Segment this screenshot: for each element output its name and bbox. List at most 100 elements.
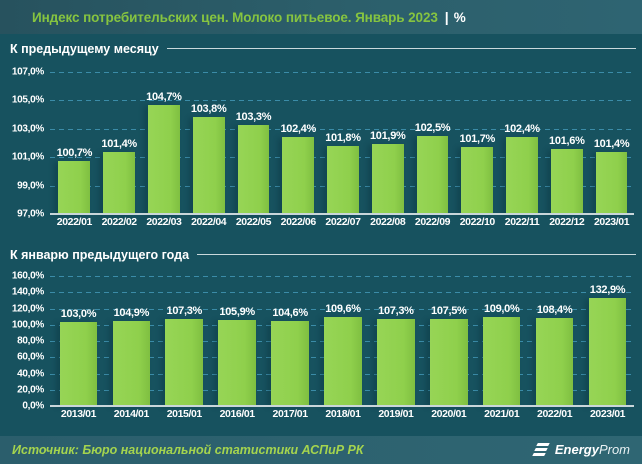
bar <box>430 318 468 406</box>
bar-slot: 101,6% <box>544 72 589 214</box>
bar-slot: 109,0% <box>475 276 528 406</box>
bar <box>59 322 98 406</box>
bar <box>165 318 204 406</box>
bar <box>377 318 415 406</box>
x-axis-tick-label: 2015/01 <box>166 408 203 420</box>
y-axis-tick-label: 105,0% <box>11 94 44 106</box>
title-unit: % <box>453 9 466 25</box>
x-axis-tick-label: 2017/01 <box>272 408 309 420</box>
energyprom-logo: EnergyProm <box>532 441 630 459</box>
bar <box>550 148 583 214</box>
bar-value-label: 101,4% <box>593 137 630 150</box>
bar-value-label: 100,7% <box>56 147 93 160</box>
bar <box>595 151 628 214</box>
x-axis-tick-label: 2023/01 <box>593 216 630 228</box>
bar-slot: 100,7% <box>52 72 97 214</box>
x-axis-tick-label: 2022/04 <box>191 216 227 228</box>
x-axis-tick-label: 2018/01 <box>325 408 361 420</box>
bar-slot: 101,9% <box>365 72 410 214</box>
x-axis-tick-label: 2022/02 <box>101 216 138 228</box>
bar <box>192 117 225 214</box>
y-axis-tick-label: 103,0% <box>11 123 44 135</box>
x-axis-tick-label: 2023/01 <box>589 408 626 420</box>
bar-series: 100,7% 101,4% 104,7% 103,8% 103,3% 102,4% 101,… <box>52 72 634 214</box>
bar-slot: 107,5% <box>422 276 475 406</box>
bar-slot: 109,6% <box>317 276 370 406</box>
x-axis-tick-label: 2019/01 <box>378 408 414 420</box>
title-separator: | <box>444 9 449 25</box>
bar-slot: 104,9% <box>105 276 158 406</box>
bar-slot: 102,5% <box>410 72 455 214</box>
x-axis-tick-label: 2016/01 <box>219 408 256 420</box>
bar <box>324 316 362 406</box>
bar-slot: 101,4% <box>97 72 142 214</box>
x-axis-tick-label: 2022/10 <box>459 216 496 228</box>
bar-slot: 108,4% <box>528 276 581 406</box>
chart-to-january-previous-year: 160,0% 140,0% 120,0% 100,0% 80,0% 60,0% 40,0% 2… <box>6 271 636 412</box>
bar <box>506 137 538 214</box>
title-bar: Индекс потребительских цен. Молоко питье… <box>0 0 642 34</box>
y-axis-tick-label: 0,0% <box>22 400 44 412</box>
bar-value-label: 103,0% <box>60 308 97 321</box>
bar <box>271 321 309 406</box>
bar <box>588 298 627 406</box>
section-rule-line <box>166 48 636 49</box>
x-axis-line <box>50 405 634 407</box>
bar <box>327 145 359 214</box>
chart-to-previous-month: 107,0% 105,0% 103,0% 101,0% 99,0% 97,0% 100,7%… <box>6 67 636 220</box>
bar-value-label: 107,3% <box>378 304 414 317</box>
bar-slot: 101,7% <box>455 72 500 214</box>
bar-slot: 105,9% <box>211 276 264 406</box>
bar-value-label: 104,7% <box>146 90 182 103</box>
bar <box>103 151 136 214</box>
y-axis-tick-label: 40,0% <box>17 368 44 379</box>
bar-slot: 103,8% <box>186 72 231 214</box>
bar-slot: 103,0% <box>52 276 105 406</box>
y-axis-tick-label: 97,0% <box>17 208 44 220</box>
bar-slot: 101,4% <box>589 72 634 214</box>
bar-value-label: 102,5% <box>414 121 451 134</box>
bar <box>416 135 449 214</box>
bar <box>148 104 180 214</box>
bar-slot: 104,6% <box>264 276 317 406</box>
x-axis-tick-label: 2020/01 <box>431 408 467 420</box>
x-axis-tick-label: 2022/11 <box>504 216 540 228</box>
bar-series: 103,0% 104,9% 107,3% 105,9% 104,6% 109,6% 107,… <box>52 276 634 406</box>
y-axis-tick-label: 160,0% <box>11 270 44 282</box>
x-axis-tick-label: 2021/01 <box>484 408 520 420</box>
footer-bar: Источник: Бюро национальной статистики А… <box>0 436 642 464</box>
bar-value-label: 104,9% <box>113 306 150 319</box>
bar-slot: 132,9% <box>581 276 634 406</box>
bar <box>482 317 521 406</box>
bar-value-label: 101,4% <box>101 137 137 150</box>
gridline <box>50 100 634 102</box>
x-axis-tick-label: 2014/01 <box>113 408 150 420</box>
bar-value-label: 103,3% <box>235 110 272 123</box>
x-axis-tick-label: 2022/12 <box>549 216 585 228</box>
section-header-january-previous-year: К январю предыдущего года <box>0 247 642 262</box>
bar-value-label: 107,3% <box>166 304 203 317</box>
bar-slot: 101,8% <box>321 72 366 214</box>
x-axis-tick-label: 2022/01 <box>537 408 573 420</box>
logo-text-bold: Energy <box>554 442 599 457</box>
bar <box>282 137 315 214</box>
bar-value-label: 105,9% <box>219 305 255 318</box>
bar <box>218 319 256 406</box>
y-axis-tick-label: 80,0% <box>17 335 44 347</box>
bar <box>112 320 151 406</box>
y-axis-tick-label: 100,0% <box>11 319 44 331</box>
bar-slot: 104,7% <box>142 72 187 214</box>
bar-value-label: 109,6% <box>325 302 361 315</box>
gridline <box>50 308 634 310</box>
energyprom-logo-icon <box>532 443 550 457</box>
x-axis-tick-label: 2022/08 <box>370 216 406 228</box>
bar-slot: 107,3% <box>369 276 422 406</box>
section-title: К предыдущему месяцу <box>10 41 159 56</box>
bar-value-label: 103,8% <box>190 103 227 116</box>
gridline <box>50 128 634 130</box>
logo-text-light: Prom <box>598 442 630 457</box>
section-rule-line <box>197 254 636 255</box>
x-axis-labels-january-previous-year: 2013/01 2014/01 2015/01 2016/01 2017/01 2018/… <box>52 408 634 426</box>
bar-value-label: 101,7% <box>459 133 496 146</box>
